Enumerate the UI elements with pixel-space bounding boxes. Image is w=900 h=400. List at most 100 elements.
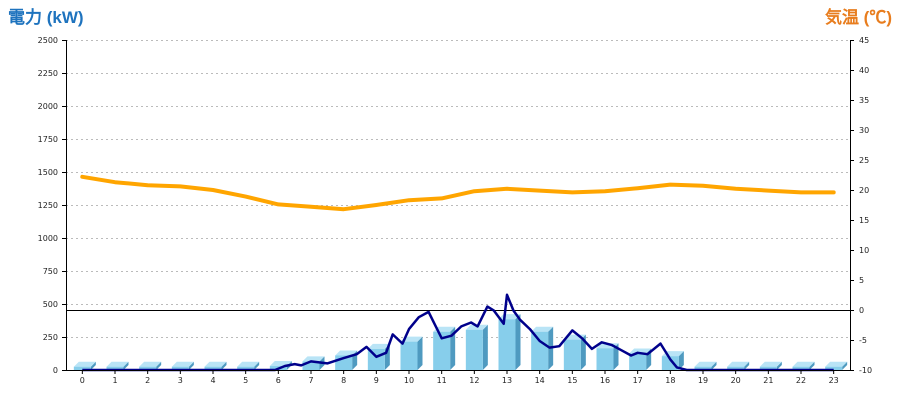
power-bar	[204, 361, 227, 370]
right-tick-label: 35	[859, 96, 869, 105]
x-tick-label: 11	[437, 376, 447, 385]
power-bar-top	[335, 350, 358, 356]
right-tick-label: 30	[859, 126, 869, 135]
power-bar-top	[237, 361, 260, 367]
x-tick-label: 12	[469, 376, 479, 385]
power-bar-series	[73, 314, 848, 370]
power-bar-side	[90, 361, 96, 370]
power-bar-side	[417, 336, 423, 370]
x-tick-label: 0	[80, 376, 85, 385]
power-bar-side	[482, 324, 488, 370]
x-tick-label: 4	[210, 376, 215, 385]
power-bar-side	[678, 351, 684, 370]
right-tick-label: 20	[859, 186, 869, 195]
power-line	[82, 293, 834, 372]
x-tick-label: 2	[145, 376, 150, 385]
power-bar	[73, 361, 96, 370]
power-bar-top	[727, 361, 750, 367]
power-bar-side	[580, 334, 586, 370]
power-bar-side	[123, 361, 129, 370]
x-tick-label: 13	[502, 376, 512, 385]
power-bar	[433, 326, 456, 370]
power-bar-top	[171, 361, 194, 367]
temperature-line	[80, 174, 836, 212]
power-bar	[694, 361, 717, 370]
power-bar-front	[433, 331, 451, 370]
power-bar-side	[156, 361, 162, 370]
power-bar	[825, 361, 848, 370]
x-tick-label: 18	[665, 376, 675, 385]
power-bar-top	[367, 343, 390, 349]
power-bar-front	[400, 341, 418, 370]
power-bar	[727, 361, 750, 370]
power-bar	[171, 361, 194, 370]
power-bar-front	[171, 366, 189, 370]
power-bar	[792, 361, 815, 370]
power-bar-top	[792, 361, 815, 367]
power-line-series	[82, 293, 834, 372]
right-tick-label: 5	[859, 276, 864, 285]
power-bar-front	[465, 329, 483, 370]
right-tick-label: -10	[859, 366, 872, 375]
power-bar-front	[302, 361, 320, 370]
x-tick-label: 6	[276, 376, 281, 385]
power-bar-top	[73, 361, 96, 367]
x-tick-label: 16	[600, 376, 610, 385]
power-bar-top	[629, 348, 652, 354]
left-tick-label: 1000	[38, 234, 58, 243]
power-bar-side	[776, 361, 782, 370]
left-tick-label: 2000	[38, 102, 58, 111]
power-bar-side	[744, 361, 750, 370]
power-bar-top	[204, 361, 227, 367]
right-tick-label: 10	[859, 246, 869, 255]
power-bar-side	[188, 361, 194, 370]
power-bar-side	[450, 326, 456, 370]
left-tick-label: 2500	[38, 36, 58, 45]
left-tick-label: 1750	[38, 135, 58, 144]
right-tick-label: 15	[859, 216, 869, 225]
x-tick-label: 7	[308, 376, 313, 385]
left-axis-ticks: 0 250 500 750 1000 1250 1500 1750 2000 2250 2500	[38, 36, 66, 375]
power-bar-front	[204, 366, 222, 370]
x-tick-label: 5	[243, 376, 248, 385]
power-bar-top	[139, 361, 162, 367]
power-bar	[759, 361, 782, 370]
power-bar	[139, 361, 162, 370]
power-bar-front	[563, 339, 581, 370]
right-tick-label: 40	[859, 66, 869, 75]
right-axis-ticks: -10 -5 0 5 10 15 20 25 30 35 40 45	[850, 36, 872, 375]
power-bar-front	[825, 366, 843, 370]
power-bar-side	[809, 361, 815, 370]
power-bar-front	[727, 366, 745, 370]
left-tick-label: 1250	[38, 201, 58, 210]
power-bar-front	[596, 348, 614, 370]
x-tick-label: 14	[535, 376, 545, 385]
power-bar-front	[237, 366, 255, 370]
power-bar-front	[498, 319, 516, 370]
temperature-line-series	[80, 174, 836, 212]
power-bar-top	[531, 326, 554, 332]
power-bar-side	[254, 361, 260, 370]
x-tick-label: 9	[374, 376, 379, 385]
right-axis-title: 気温 (℃)	[824, 7, 892, 27]
power-bar-front	[792, 366, 810, 370]
x-tick-label: 15	[567, 376, 577, 385]
power-bar-front	[694, 366, 712, 370]
left-tick-label: 2250	[38, 69, 58, 78]
power-bar	[106, 361, 129, 370]
left-tick-label: 750	[43, 267, 58, 276]
x-tick-label: 22	[796, 376, 806, 385]
power-bar-side	[711, 361, 717, 370]
x-tick-label: 17	[633, 376, 643, 385]
x-tick-label: 20	[731, 376, 741, 385]
power-bar-front	[531, 331, 549, 370]
x-axis-ticks: 0 1 2 3 4 5 6 7 8 9 10 11 12 13 14 15 16 17 18 19 20 21 22 23	[80, 370, 839, 385]
power-bar	[596, 343, 619, 370]
right-tick-label: 25	[859, 156, 869, 165]
power-bar	[237, 361, 260, 370]
power-bar-top	[694, 361, 717, 367]
power-bar	[465, 324, 488, 370]
power-bar-front	[73, 366, 91, 370]
power-bar-front	[759, 366, 777, 370]
